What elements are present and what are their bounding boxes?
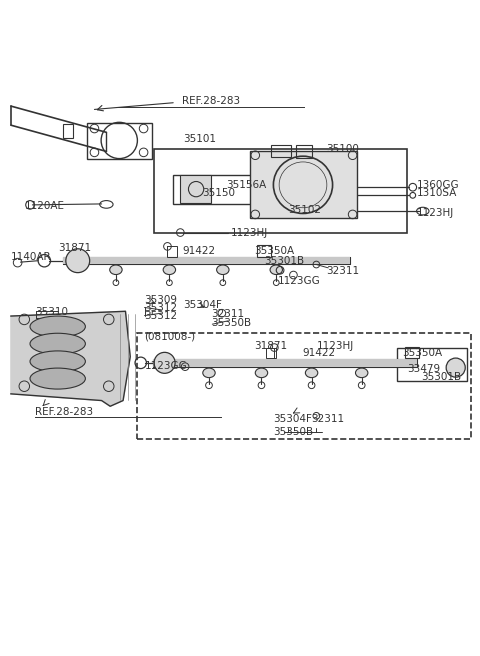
Polygon shape — [11, 312, 130, 406]
Ellipse shape — [255, 368, 268, 378]
Text: 32311: 32311 — [312, 414, 345, 424]
Text: 35156A: 35156A — [226, 180, 266, 190]
Text: 1123HJ: 1123HJ — [417, 209, 454, 218]
Text: 91422: 91422 — [302, 348, 335, 358]
Text: 35309: 35309 — [144, 295, 178, 305]
Text: 35350B: 35350B — [211, 318, 252, 328]
Bar — [271, 145, 291, 157]
Text: 35312: 35312 — [144, 311, 178, 321]
Text: 33479: 33479 — [407, 363, 440, 373]
Ellipse shape — [30, 368, 85, 389]
Text: 35150: 35150 — [202, 188, 235, 198]
Text: 31871: 31871 — [254, 340, 288, 351]
Text: 31871: 31871 — [59, 243, 92, 253]
Bar — [137, 333, 471, 439]
Text: 35350A: 35350A — [402, 348, 443, 358]
Ellipse shape — [356, 368, 368, 378]
Circle shape — [446, 358, 465, 377]
Text: 32311: 32311 — [211, 309, 244, 319]
Text: 1123HJ: 1123HJ — [230, 228, 268, 238]
Ellipse shape — [203, 368, 215, 378]
Bar — [250, 152, 357, 218]
Text: 1360GG: 1360GG — [417, 180, 459, 190]
Text: 1123HJ: 1123HJ — [316, 340, 354, 351]
Ellipse shape — [30, 351, 85, 372]
Bar — [87, 123, 152, 159]
Bar — [154, 149, 407, 233]
Circle shape — [154, 352, 175, 373]
Text: (081008-): (081008-) — [144, 331, 196, 341]
Text: 35301B: 35301B — [421, 372, 461, 382]
Text: 35350A: 35350A — [254, 246, 294, 256]
Bar — [296, 145, 312, 158]
Ellipse shape — [30, 316, 85, 337]
Text: 35101: 35101 — [183, 134, 216, 144]
Text: REF.28-283: REF.28-283 — [182, 96, 240, 106]
Circle shape — [66, 249, 90, 273]
Text: 32311: 32311 — [326, 266, 359, 276]
Text: 1120AE: 1120AE — [25, 201, 65, 211]
Text: 1123GG: 1123GG — [144, 361, 187, 371]
Text: 35304F: 35304F — [183, 300, 222, 310]
Text: 35100: 35100 — [326, 144, 359, 154]
Bar — [168, 247, 177, 257]
Text: 1310SA: 1310SA — [417, 188, 457, 198]
Text: 1140AR: 1140AR — [11, 253, 51, 262]
Bar — [397, 348, 467, 381]
Text: REF.28-283: REF.28-283 — [35, 407, 93, 417]
Text: 35312: 35312 — [144, 303, 178, 313]
Text: 35350B: 35350B — [274, 427, 313, 437]
Text: 35304F: 35304F — [274, 414, 312, 424]
Ellipse shape — [30, 333, 85, 354]
Text: 1123GG: 1123GG — [278, 276, 321, 286]
Bar — [405, 346, 419, 358]
Bar — [180, 175, 211, 203]
Bar — [257, 245, 271, 257]
Text: 35310: 35310 — [35, 307, 68, 318]
Bar — [63, 257, 350, 264]
Ellipse shape — [216, 265, 229, 275]
Bar — [173, 175, 264, 204]
Bar — [266, 348, 276, 358]
Bar — [63, 124, 73, 138]
Ellipse shape — [270, 265, 282, 275]
Text: 35301B: 35301B — [264, 256, 304, 266]
Ellipse shape — [110, 265, 122, 275]
Ellipse shape — [305, 368, 318, 378]
Ellipse shape — [163, 265, 176, 275]
Bar — [153, 359, 417, 367]
Text: 91422: 91422 — [183, 246, 216, 256]
Text: 35102: 35102 — [288, 205, 321, 215]
